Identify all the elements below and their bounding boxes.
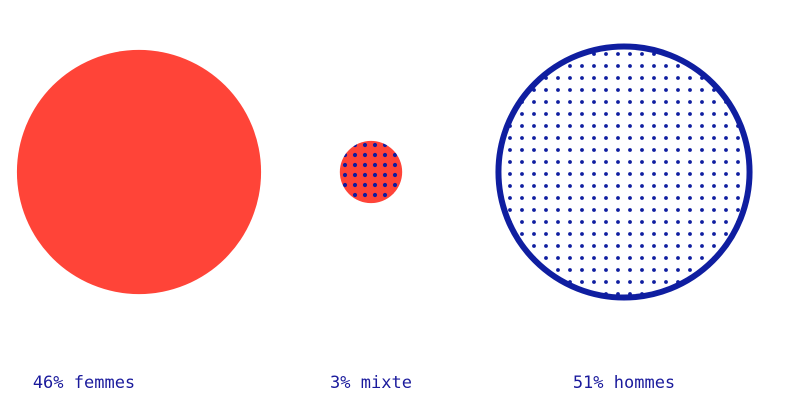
bubble-mixte-dots — [339, 140, 403, 204]
bubble-hommes — [495, 43, 753, 301]
bubble-femmes-group — [16, 49, 262, 295]
bubble-hommes-group — [495, 43, 753, 301]
label-mixte: 3% mixte — [330, 373, 412, 393]
label-femmes: 46% femmes — [33, 373, 135, 393]
bubble-femmes — [16, 49, 262, 295]
label-hommes: 51% hommes — [573, 373, 675, 393]
bubble-mixte-group — [339, 140, 403, 204]
